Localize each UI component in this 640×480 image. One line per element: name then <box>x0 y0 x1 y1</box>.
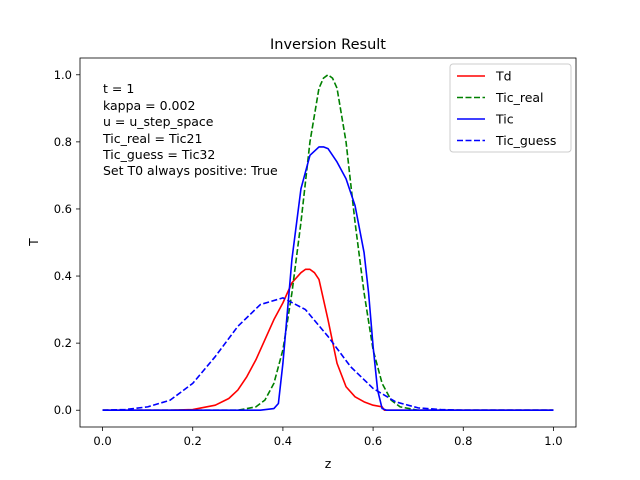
annotation-line: kappa = 0.002 <box>103 98 195 113</box>
y-axis-label: T <box>26 238 41 247</box>
chart-title: Inversion Result <box>270 37 386 53</box>
legend-box <box>449 63 572 153</box>
x-axis-label: z <box>325 456 332 471</box>
y-tick-label: 1.0 <box>54 68 72 82</box>
annotation-line: t = 1 <box>103 81 134 96</box>
series-line-tic-real <box>102 73 554 412</box>
legend: Td Tic_real Tic Tic_guess <box>449 63 572 153</box>
annotation-line: Tic_real = Tic21 <box>102 131 202 146</box>
y-tick-label: 0.0 <box>54 403 72 417</box>
y-axis: 0.0 0.2 0.4 0.6 0.8 1.0 <box>54 68 80 417</box>
legend-label: Tic <box>495 112 514 127</box>
axes-frame <box>79 57 577 428</box>
x-tick-label: 0.2 <box>184 434 202 448</box>
y-tick-label: 0.6 <box>54 202 72 216</box>
x-tick-label: 0.8 <box>454 434 472 448</box>
annotation-line: Tic_guess = Tic32 <box>102 147 215 162</box>
annotation-text-block: t = 1 kappa = 0.002 u = u_step_space Tic… <box>102 81 278 178</box>
y-tick-label: 0.8 <box>54 135 72 149</box>
x-tick-label: 0.0 <box>93 434 111 448</box>
y-tick-label: 0.2 <box>54 336 72 350</box>
annotation-line: u = u_step_space <box>103 114 214 129</box>
series-line-tic <box>102 146 554 412</box>
y-tick-label: 0.4 <box>54 269 72 283</box>
x-tick-label: 1.0 <box>544 434 562 448</box>
x-tick-label: 0.4 <box>274 434 292 448</box>
x-axis: 0.0 0.2 0.4 0.6 0.8 1.0 <box>93 427 563 448</box>
legend-label: Td <box>495 69 512 84</box>
legend-label: Tic_guess <box>495 133 556 148</box>
series-layer <box>102 73 554 412</box>
series-line-tic-guess <box>102 297 554 412</box>
x-tick-label: 0.6 <box>364 434 382 448</box>
legend-label: Tic_real <box>495 90 544 105</box>
annotation-line: Set T0 always positive: True <box>103 163 278 178</box>
